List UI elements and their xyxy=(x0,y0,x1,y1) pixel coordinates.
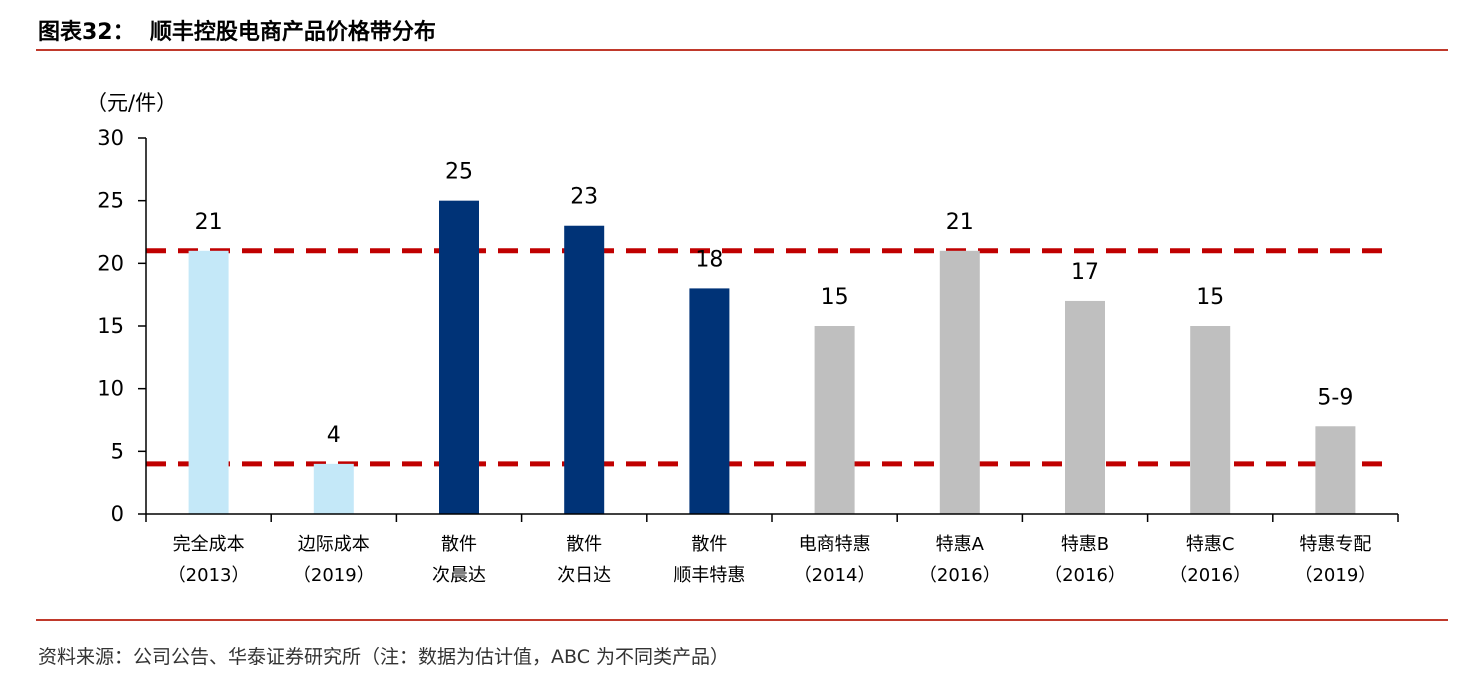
bar xyxy=(1065,300,1105,514)
data-label: 15 xyxy=(821,285,849,310)
title-divider xyxy=(36,49,1448,51)
bar xyxy=(689,288,730,514)
bar xyxy=(188,250,229,515)
bars xyxy=(188,200,1356,515)
data-label: 4 xyxy=(327,423,341,448)
x-tick-label: （2019） xyxy=(293,565,375,586)
x-tick-label: 边际成本 xyxy=(298,534,370,555)
data-label: 21 xyxy=(195,210,223,235)
x-tick-label: 特惠A xyxy=(936,534,985,555)
x-tick-label: 特惠B xyxy=(1061,534,1109,555)
axes: 0 5 10 15 20 25 30 xyxy=(97,126,1399,526)
data-label: 15 xyxy=(1196,285,1224,310)
x-tick-label: （2014） xyxy=(794,565,876,586)
x-tick-label: （2013） xyxy=(168,565,250,586)
x-tick-label: 散件 xyxy=(691,534,727,555)
y-tick-label: 10 xyxy=(97,377,124,401)
bar xyxy=(939,250,980,515)
x-tick-label: 顺丰特惠 xyxy=(673,565,745,586)
x-tick-label: 特惠C xyxy=(1186,534,1235,555)
y-tick-label: 30 xyxy=(97,126,124,150)
x-tick-label: 完全成本 xyxy=(173,534,245,555)
y-tick-label: 20 xyxy=(97,251,124,275)
x-tick-label: 散件 xyxy=(566,534,602,555)
data-label: 23 xyxy=(570,185,598,210)
data-label: 21 xyxy=(946,210,974,235)
x-tick-label: 散件 xyxy=(441,534,477,555)
x-tick-label: （2019） xyxy=(1294,565,1376,586)
x-tick-label: （2016） xyxy=(1044,565,1126,586)
data-label: 18 xyxy=(695,247,723,272)
bar xyxy=(564,225,605,514)
x-tick-label: 次晨达 xyxy=(432,565,486,586)
y-axis-label: （元/件） xyxy=(86,91,177,115)
bar xyxy=(1190,326,1231,514)
bar xyxy=(1315,426,1356,514)
bar xyxy=(313,463,354,514)
data-label: 25 xyxy=(445,160,473,185)
x-tick-label: 特惠专配 xyxy=(1299,534,1371,555)
y-tick-label: 15 xyxy=(97,314,124,338)
value-labels: 21 4 25 23 18 15 21 17 15 5-9 xyxy=(195,160,1354,448)
data-label: 5-9 xyxy=(1317,385,1353,410)
footer-divider xyxy=(36,619,1448,621)
x-tick-label: （2016） xyxy=(919,565,1001,586)
bar xyxy=(439,200,479,514)
x-tick-label: 电商特惠 xyxy=(799,534,871,555)
y-tick-label: 25 xyxy=(97,189,124,213)
x-tick-label: （2016） xyxy=(1169,565,1251,586)
data-label: 17 xyxy=(1071,260,1099,285)
y-tick-label: 0 xyxy=(111,502,124,526)
x-tick-label: 次日达 xyxy=(557,565,611,586)
chart-title: 图表32： 顺丰控股电商产品价格带分布 xyxy=(38,20,436,45)
source-note: 资料来源：公司公告、华泰证券研究所（注：数据为估计值，ABC 为不同类产品） xyxy=(38,646,730,668)
y-tick-label: 5 xyxy=(111,439,124,463)
bar xyxy=(814,326,855,514)
